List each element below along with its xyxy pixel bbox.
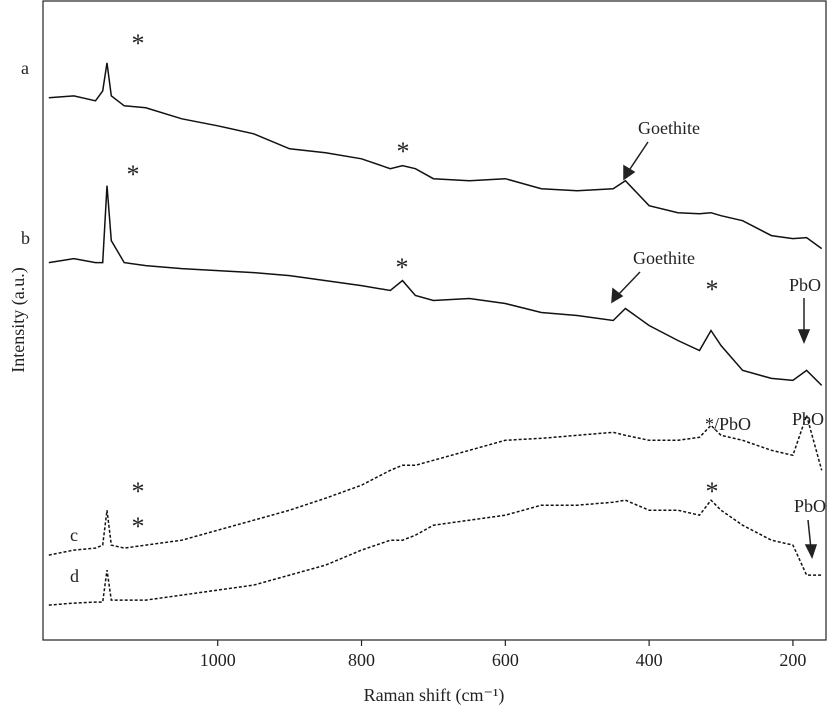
series-label: d bbox=[70, 566, 79, 586]
peak-annotation: PbO bbox=[792, 409, 824, 429]
x-tick-label: 400 bbox=[636, 650, 663, 670]
series-label: c bbox=[70, 525, 78, 545]
arrow-head bbox=[623, 164, 636, 181]
peak-marker: * bbox=[127, 160, 140, 189]
arrow-head bbox=[797, 329, 811, 344]
x-axis-label: Raman shift (cm⁻¹) bbox=[364, 685, 505, 706]
x-tick-label: 1000 bbox=[200, 650, 236, 670]
x-tick-label: 200 bbox=[779, 650, 806, 670]
spectrum-line bbox=[48, 499, 822, 606]
arrow bbox=[616, 271, 641, 297]
spectrum-line bbox=[48, 62, 823, 250]
series-label: b bbox=[21, 228, 30, 248]
peak-marker: * bbox=[132, 477, 145, 506]
peak-marker: * bbox=[397, 137, 410, 166]
arrows bbox=[611, 141, 818, 559]
y-axis-label: Intensity (a.u.) bbox=[8, 267, 29, 372]
peak-marker: * bbox=[706, 275, 719, 304]
arrow-head bbox=[611, 287, 624, 304]
peak-marker: * bbox=[132, 512, 145, 541]
arrow bbox=[627, 141, 649, 173]
x-tick-label: 600 bbox=[492, 650, 519, 670]
arrow bbox=[807, 519, 812, 550]
plot-frame bbox=[42, 0, 827, 641]
peak-annotation: PbO bbox=[789, 275, 821, 295]
peak-marker: * bbox=[132, 29, 145, 58]
peak-annotation: PbO bbox=[794, 496, 826, 516]
x-tick-label: 800 bbox=[348, 650, 375, 670]
spectrum-line bbox=[48, 412, 823, 556]
peak-annotation: Goethite bbox=[633, 248, 695, 268]
arrow-head bbox=[804, 544, 818, 559]
spectrum-line bbox=[48, 185, 823, 386]
peak-annotation: */PbO bbox=[705, 414, 751, 434]
series-label: a bbox=[21, 58, 29, 78]
peak-annotation: Goethite bbox=[638, 118, 700, 138]
peak-marker: * bbox=[706, 477, 719, 506]
peak-marker: * bbox=[396, 253, 409, 282]
